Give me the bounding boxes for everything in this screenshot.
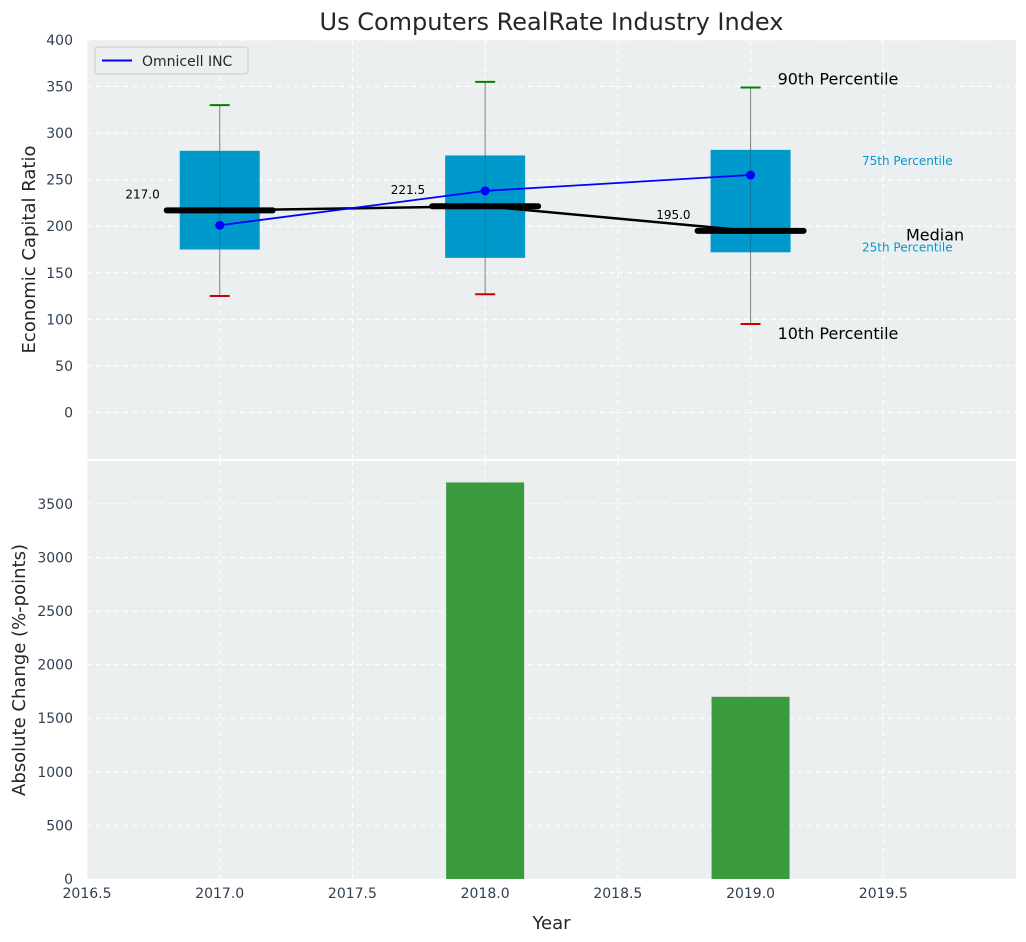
top-y-tick-label: 100 bbox=[46, 312, 73, 328]
top-y-tick-label: 150 bbox=[46, 266, 73, 282]
change-bar bbox=[446, 482, 525, 879]
bottom-plot-area bbox=[87, 461, 1016, 879]
omnicell-point bbox=[480, 186, 490, 196]
legend-label: Omnicell INC bbox=[142, 54, 233, 70]
omnicell-point bbox=[215, 220, 225, 230]
p10-annotation: 10th Percentile bbox=[778, 324, 899, 343]
change-bar bbox=[711, 696, 790, 879]
chart-title: Us Computers RealRate Industry Index bbox=[320, 8, 784, 36]
x-tick-label: 2018.5 bbox=[593, 886, 642, 902]
median-annotation: Median bbox=[906, 226, 964, 245]
top-y-tick-label: 300 bbox=[46, 126, 73, 142]
bottom-panel: 0 500 1000 1500 2000 2500 3000 3500 2016.5 2017.0… bbox=[37, 461, 1016, 902]
bottom-y-tick-label: 2500 bbox=[37, 604, 73, 620]
bottom-y-axis-label: Absolute Change (%-points) bbox=[9, 544, 30, 796]
bottom-y-tick-label: 1000 bbox=[37, 765, 73, 781]
median-value-label: 217.0 bbox=[125, 187, 159, 201]
top-y-tick-label: 0 bbox=[64, 405, 73, 421]
p25-annotation: 25th Percentile bbox=[862, 241, 953, 255]
bottom-y-tick-label: 1500 bbox=[37, 711, 73, 727]
bottom-y-tick-label: 2000 bbox=[37, 658, 73, 674]
median-value-label: 221.5 bbox=[391, 183, 425, 197]
bottom-y-tick-label: 0 bbox=[64, 872, 73, 888]
top-panel: 0 50 100 150 200 250 300 350 400 217.0 221.5 195.0 9… bbox=[46, 33, 1016, 459]
x-tick-label: 2017.0 bbox=[195, 886, 244, 902]
x-tick-label: 2017.5 bbox=[328, 886, 377, 902]
top-y-tick-label: 250 bbox=[46, 173, 73, 189]
x-tick-label: 2016.5 bbox=[63, 886, 112, 902]
p90-annotation: 90th Percentile bbox=[778, 69, 899, 88]
x-axis-label: Year bbox=[531, 913, 571, 934]
top-y-tick-label: 50 bbox=[55, 359, 73, 375]
x-tick-label: 2018.0 bbox=[461, 886, 510, 902]
top-y-tick-label: 200 bbox=[46, 219, 73, 235]
legend: Omnicell INC bbox=[94, 46, 249, 75]
top-y-tick-label: 400 bbox=[46, 33, 73, 49]
x-tick-label: 2019.0 bbox=[726, 886, 775, 902]
legend-box bbox=[94, 46, 249, 75]
top-y-tick-label: 350 bbox=[46, 80, 73, 96]
omnicell-point bbox=[746, 170, 756, 180]
bottom-y-tick-label: 3500 bbox=[37, 497, 73, 513]
x-tick-label: 2019.5 bbox=[859, 886, 908, 902]
median-value-label: 195.0 bbox=[656, 208, 690, 222]
top-y-axis-label: Economic Capital Ratio bbox=[19, 146, 40, 354]
bottom-y-tick-label: 500 bbox=[46, 818, 73, 834]
p75-annotation: 75th Percentile bbox=[862, 154, 953, 168]
bottom-y-tick-label: 3000 bbox=[37, 550, 73, 566]
